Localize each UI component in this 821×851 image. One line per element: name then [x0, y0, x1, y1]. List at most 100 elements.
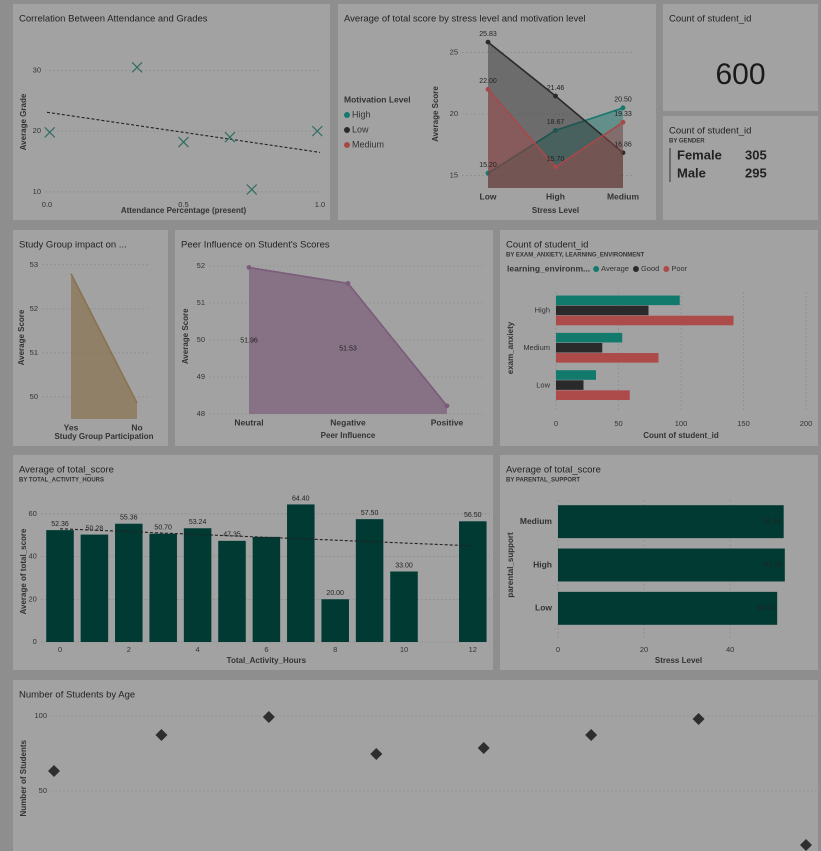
data-point [48, 765, 60, 778]
x-tick-label: 2 [127, 645, 131, 654]
panel-title: Count of student_id [669, 126, 751, 137]
data-label: 15.70 [547, 156, 565, 163]
bar [149, 533, 177, 642]
y-tick-label: Low [536, 380, 550, 389]
area-fill [249, 267, 447, 414]
bar [556, 295, 680, 306]
y-axis-label: Average Score [17, 309, 26, 365]
data-point [585, 729, 598, 742]
data-label: 64.40 [292, 495, 310, 502]
y-tick-label: 20 [450, 109, 458, 118]
y-tick-label: 10 [33, 187, 41, 196]
panel [500, 230, 818, 446]
x-tick-label: 0 [556, 645, 560, 654]
y-tick-label: 50 [39, 786, 47, 795]
x-tick-label: Negative [330, 417, 366, 427]
data-label: 53.24 [189, 519, 207, 526]
bar [390, 571, 418, 642]
data-label: 33.00 [395, 562, 413, 569]
trend-line [59, 528, 473, 547]
x-axis-label: Total_Activity_Hours [227, 656, 307, 665]
data-label: 50.28 [86, 525, 104, 532]
legend-marker [344, 112, 350, 118]
bar [558, 505, 784, 539]
data-point [178, 136, 189, 148]
data-label: 19.33 [614, 111, 632, 118]
data-point [485, 39, 491, 45]
panel-title: Correlation Between Attendance and Grade… [19, 14, 208, 25]
legend-label: Good [641, 264, 659, 273]
bar [556, 390, 630, 400]
panel [663, 4, 818, 111]
y-tick-label: 51 [30, 348, 38, 357]
bar [556, 353, 659, 363]
legend-label: Low [352, 124, 369, 134]
bar [556, 305, 649, 316]
x-axis-label: Study Group Participation [54, 432, 153, 441]
data-point [620, 150, 626, 156]
data-point [620, 105, 626, 111]
y-tick-label: 25 [450, 47, 458, 56]
x-tick-label: 50 [614, 419, 622, 428]
y-tick-label: Low [535, 603, 552, 613]
y-axis-label: parental_support [506, 532, 515, 598]
y-tick-label: Medium [523, 343, 550, 352]
data-point [485, 170, 491, 176]
y-tick-label: 20 [33, 126, 41, 135]
legend-title: learning_environm... [507, 263, 590, 273]
legend-marker [344, 127, 350, 133]
x-tick-label: High [546, 191, 565, 201]
data-label: 52.36 [51, 521, 69, 528]
x-tick-label: 0.5 [178, 200, 188, 209]
area-fill [488, 42, 623, 189]
data-point [800, 839, 812, 851]
legend-label: High [352, 109, 371, 119]
data-label: 50.70 [154, 525, 172, 532]
x-tick-label: Medium [607, 191, 640, 201]
bar [558, 591, 778, 625]
panel-title: Study Group impact on ... [19, 240, 127, 251]
x-tick-label: 0 [554, 419, 558, 428]
bar [355, 519, 384, 642]
area-fill [488, 89, 623, 188]
x-axis-label: Peer Influence [321, 431, 376, 440]
data-point [477, 741, 490, 754]
data-point [444, 403, 450, 409]
data-point [370, 747, 383, 760]
x-tick-label: 20 [640, 645, 648, 654]
y-tick-label: High [535, 306, 550, 315]
data-point [553, 128, 558, 133]
panel-title: Number of Students by Age [19, 690, 135, 701]
y-tick-label: 40 [28, 552, 36, 561]
data-label: 16.86 [614, 142, 632, 149]
y-tick-label: 53 [30, 260, 38, 269]
panel-subtitle: BY PARENTAL_SUPPORT [506, 478, 580, 484]
y-tick-label: 52 [30, 304, 38, 313]
bar [556, 370, 596, 380]
legend-marker [632, 266, 639, 272]
x-tick-label: 200 [800, 419, 813, 428]
data-label: 50.93 [757, 605, 775, 612]
legend-label: Average [601, 264, 629, 273]
panel-title: Average of total_score [506, 465, 601, 476]
row-value: 305 [745, 147, 767, 162]
y-tick-label: 0 [33, 637, 37, 646]
legend-label: Medium [352, 139, 384, 149]
data-point [620, 119, 626, 125]
y-tick-label: 30 [33, 65, 41, 74]
data-label: 25.83 [479, 31, 497, 38]
bar [556, 332, 623, 343]
y-tick-label: 100 [34, 711, 47, 720]
series-line [70, 273, 138, 404]
panel-subtitle: BY TOTAL_ACTIVITY_HOURS [19, 478, 104, 484]
legend-marker [663, 266, 670, 272]
x-tick-label: 4 [196, 645, 200, 654]
x-axis-label: Attendance Percentage (present) [121, 206, 247, 215]
panel [13, 4, 330, 220]
panel-title: Average of total score by stress level a… [344, 14, 586, 25]
data-label: 52.44 [763, 519, 781, 526]
data-point [44, 126, 56, 138]
y-axis-label: Number of Students [19, 739, 28, 816]
y-tick-label: Medium [520, 516, 553, 526]
